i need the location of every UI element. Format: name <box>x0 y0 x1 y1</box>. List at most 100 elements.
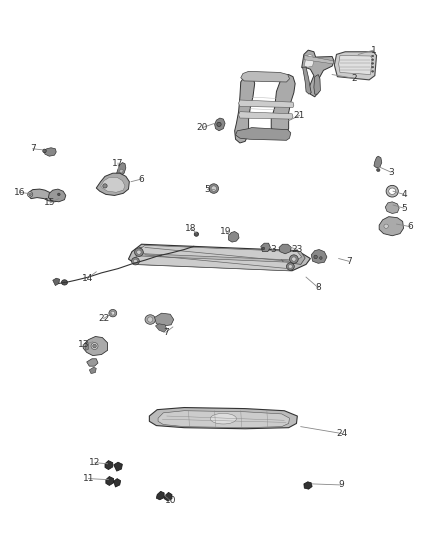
Polygon shape <box>114 479 120 487</box>
Text: 19: 19 <box>220 227 232 236</box>
Polygon shape <box>89 367 96 374</box>
Polygon shape <box>279 244 291 254</box>
Ellipse shape <box>371 63 374 64</box>
Ellipse shape <box>211 186 216 191</box>
Ellipse shape <box>111 311 115 315</box>
Polygon shape <box>261 243 270 252</box>
Polygon shape <box>158 411 290 427</box>
Polygon shape <box>155 324 167 332</box>
Text: 21: 21 <box>294 111 305 120</box>
Text: 8: 8 <box>315 283 321 292</box>
Text: 6: 6 <box>408 222 413 231</box>
Polygon shape <box>239 112 293 119</box>
Text: 6: 6 <box>139 174 145 183</box>
Polygon shape <box>239 100 294 108</box>
Polygon shape <box>106 477 114 486</box>
Polygon shape <box>241 71 290 82</box>
Text: 15: 15 <box>44 198 56 207</box>
Polygon shape <box>156 491 164 500</box>
Ellipse shape <box>210 414 237 424</box>
Polygon shape <box>304 54 314 67</box>
Polygon shape <box>302 50 334 97</box>
Polygon shape <box>304 55 334 64</box>
Polygon shape <box>271 75 295 138</box>
Polygon shape <box>114 462 122 471</box>
Text: 3: 3 <box>388 167 394 176</box>
Text: 12: 12 <box>89 458 101 467</box>
Text: 10: 10 <box>165 496 176 505</box>
Polygon shape <box>334 52 377 80</box>
Polygon shape <box>215 118 225 131</box>
Polygon shape <box>133 256 294 271</box>
Ellipse shape <box>217 122 221 126</box>
Ellipse shape <box>371 70 374 72</box>
Ellipse shape <box>137 250 141 254</box>
Ellipse shape <box>103 184 107 188</box>
Ellipse shape <box>371 66 374 68</box>
Polygon shape <box>155 313 174 326</box>
Ellipse shape <box>209 184 219 193</box>
Polygon shape <box>304 482 312 489</box>
Polygon shape <box>44 148 56 156</box>
Polygon shape <box>379 216 403 236</box>
Polygon shape <box>83 336 108 356</box>
Ellipse shape <box>286 263 294 270</box>
Ellipse shape <box>194 232 198 236</box>
Text: 1: 1 <box>371 46 376 55</box>
Ellipse shape <box>28 192 33 197</box>
Ellipse shape <box>314 255 318 259</box>
Polygon shape <box>229 231 239 242</box>
Polygon shape <box>28 189 63 202</box>
Text: 9: 9 <box>338 480 344 489</box>
Polygon shape <box>96 173 129 196</box>
Ellipse shape <box>109 310 117 317</box>
Polygon shape <box>119 169 123 173</box>
Ellipse shape <box>29 193 32 196</box>
Ellipse shape <box>145 315 155 324</box>
Ellipse shape <box>148 317 153 322</box>
Polygon shape <box>279 249 305 264</box>
Ellipse shape <box>43 149 46 153</box>
Ellipse shape <box>134 260 138 263</box>
Ellipse shape <box>371 59 374 61</box>
Ellipse shape <box>131 257 139 265</box>
Polygon shape <box>236 127 291 140</box>
Polygon shape <box>303 67 311 94</box>
Ellipse shape <box>386 185 398 197</box>
Polygon shape <box>164 492 172 501</box>
Polygon shape <box>235 75 254 143</box>
Text: 20: 20 <box>197 123 208 132</box>
Ellipse shape <box>262 247 265 250</box>
Polygon shape <box>87 359 98 366</box>
Polygon shape <box>101 177 125 192</box>
Text: 18: 18 <box>185 224 197 233</box>
Ellipse shape <box>57 193 60 196</box>
Text: 14: 14 <box>82 273 93 282</box>
Ellipse shape <box>384 224 389 228</box>
Ellipse shape <box>288 265 292 268</box>
Polygon shape <box>385 202 399 214</box>
Polygon shape <box>135 247 162 261</box>
Polygon shape <box>53 278 60 286</box>
Ellipse shape <box>134 248 143 256</box>
Polygon shape <box>141 245 302 260</box>
Text: 4: 4 <box>401 190 407 199</box>
Text: 5: 5 <box>401 204 407 213</box>
Polygon shape <box>339 55 372 75</box>
Ellipse shape <box>93 344 96 348</box>
Text: 7: 7 <box>30 144 35 154</box>
Text: 3: 3 <box>270 245 276 254</box>
Polygon shape <box>116 163 126 176</box>
Polygon shape <box>85 343 88 350</box>
Text: 2: 2 <box>351 74 357 83</box>
Ellipse shape <box>320 257 322 260</box>
Ellipse shape <box>292 257 296 261</box>
Text: 24: 24 <box>336 429 347 438</box>
Polygon shape <box>48 189 66 202</box>
Text: 5: 5 <box>204 184 210 193</box>
Polygon shape <box>374 156 382 168</box>
Text: 13: 13 <box>78 341 89 350</box>
Ellipse shape <box>91 343 98 350</box>
Ellipse shape <box>371 55 374 57</box>
Polygon shape <box>105 461 113 470</box>
